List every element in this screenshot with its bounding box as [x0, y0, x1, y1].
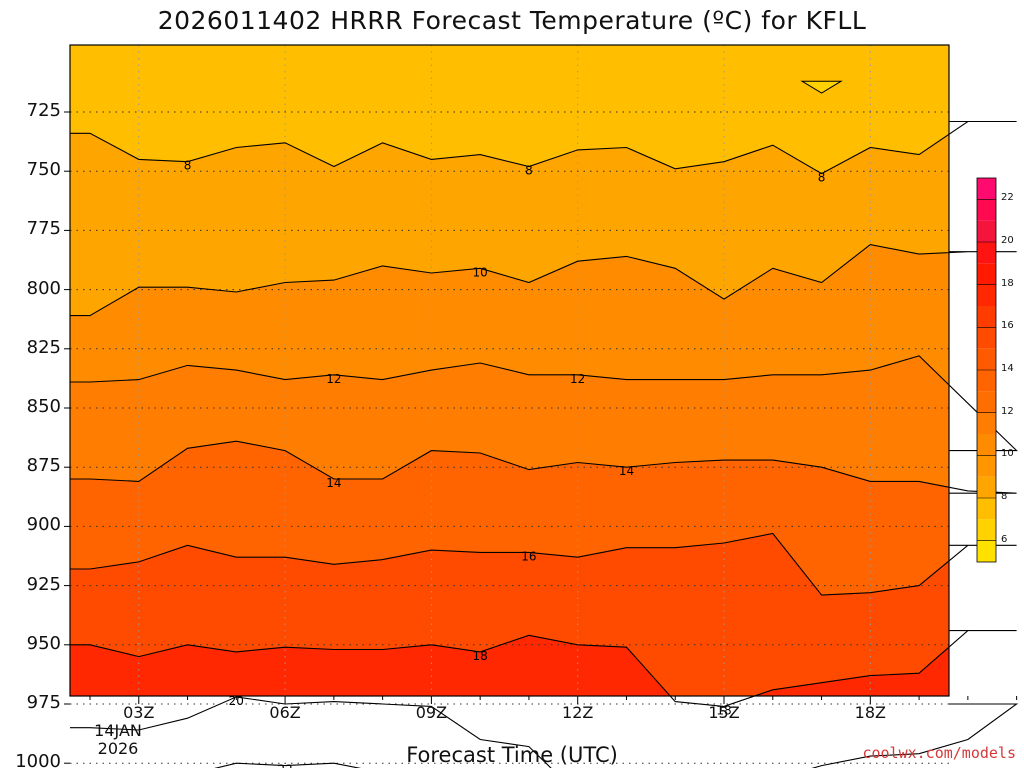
contour-label-10: 10 [473, 265, 488, 279]
contour-label-20: 20 [229, 694, 244, 708]
contour-line-16 [70, 532, 1017, 596]
colorbar-bin-14 [977, 348, 996, 370]
colorbar-bin-13 [977, 370, 996, 392]
y-tick-label-1000: 1000 [15, 751, 61, 772]
colorbar-bin-11 [977, 412, 996, 434]
contour-label-14: 14 [619, 464, 634, 478]
y-tick-label-725: 725 [26, 100, 61, 121]
colorbar-bin-21 [977, 199, 996, 221]
contour-line-10 [70, 244, 1017, 317]
colorbar-tick-label-20: 20 [1001, 235, 1014, 246]
colorbar-bin-16 [977, 306, 996, 328]
colorbar-tick-label-6: 6 [1001, 533, 1008, 545]
colorbar-bin-12 [977, 391, 996, 413]
contour-label-18: 18 [716, 703, 731, 717]
y-tick-label-875: 875 [26, 455, 61, 477]
y-tick-label-775: 775 [26, 218, 61, 240]
colorbar-bin-19 [977, 242, 996, 264]
contour-label-8: 8 [525, 163, 533, 177]
date-label-year: 2026 [97, 739, 139, 758]
date-label-day: 14JAN [94, 721, 142, 740]
colorbar-tick-label-22: 22 [1001, 192, 1014, 204]
contour-label-16: 16 [521, 549, 536, 563]
x-tick-label-12Z: 12Z [562, 703, 594, 722]
y-tick-label-850: 850 [26, 396, 61, 417]
colorbar-tick-label-10: 10 [1001, 448, 1014, 460]
contour-label-12: 12 [570, 372, 585, 386]
x-axis-label: Forecast Time (UTC) [406, 743, 618, 767]
colorbar-bin-9 [977, 455, 996, 477]
band-6-patch [800, 80, 843, 94]
colorbar [976, 177, 997, 563]
colorbar-bin-7 [977, 498, 996, 520]
contour-label-14: 14 [326, 476, 341, 490]
contour-label-18: 18 [473, 649, 488, 663]
contour-labels: 8 8 8 10 12 12 14 14 16 18 18 20 22 [184, 159, 826, 768]
date-label: 14JAN 2026 [78, 722, 158, 758]
contour-line-8 [70, 120, 1017, 175]
colorbar-bin-5 [977, 540, 996, 562]
contour-line-20 [70, 696, 1019, 768]
y-tick-label-975: 975 [26, 692, 61, 713]
colorbar-bin-22 [977, 178, 996, 200]
y-tick-label-900: 900 [26, 514, 61, 536]
plot-area [70, 45, 949, 696]
y-tick-label-800: 800 [26, 277, 61, 299]
colorbar-tick-label-12: 12 [1001, 405, 1014, 417]
contour-line-12 [70, 355, 1018, 452]
contour-label-22: 22 [277, 763, 292, 768]
contour-label-8: 8 [184, 159, 192, 173]
colorbar-bin-15 [977, 327, 996, 349]
colorbar-bin-10 [977, 434, 996, 456]
x-tick-label-18Z: 18Z [854, 703, 886, 722]
colorbar-bin-20 [977, 220, 996, 242]
colorbar-tick-label-16: 16 [1001, 320, 1014, 332]
contour-lines [70, 120, 1019, 768]
contour-line-14 [70, 440, 1017, 494]
colorbar-bin-17 [977, 284, 996, 306]
x-tick-label-09Z: 09Z [415, 703, 448, 722]
plot-frame [69, 44, 950, 697]
contour-line-18 [70, 630, 1017, 707]
y-tick-label-750: 750 [26, 159, 61, 181]
x-tick-label-03Z: 03Z [123, 703, 155, 722]
colorbar-bin-8 [977, 476, 996, 498]
axis-ticks [64, 111, 1018, 764]
colorbar-bin-6 [977, 519, 996, 541]
x-tick-label-06Z: 06Z [269, 703, 301, 722]
colorbar-tick-label-8: 8 [1001, 491, 1008, 502]
y-tick-label-825: 825 [26, 336, 61, 358]
contour-label-12: 12 [326, 372, 341, 386]
chart-title: 2026011402 HRRR Forecast Temperature (ºC… [157, 6, 867, 35]
x-tick-label-15Z: 15Z [708, 703, 740, 722]
colorbar-tick-label-14: 14 [1001, 363, 1014, 374]
contour-label-8: 8 [818, 171, 826, 185]
colorbar-bin-18 [977, 263, 996, 285]
colorbar-tick-label-18: 18 [1001, 277, 1014, 289]
y-tick-label-925: 925 [26, 573, 61, 595]
y-tick-label-950: 950 [26, 632, 61, 654]
source-credit: coolwx.com/models [862, 744, 1016, 762]
band-18 [70, 635, 949, 696]
